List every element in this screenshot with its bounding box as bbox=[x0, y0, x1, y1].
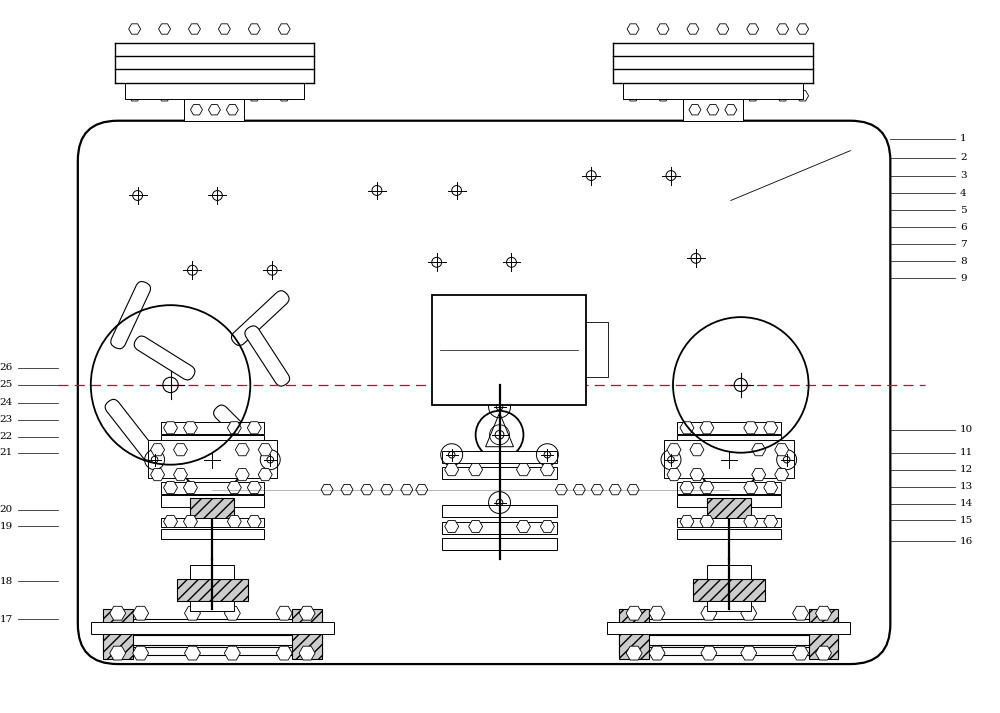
Bar bbox=[664, 440, 794, 478]
Bar bbox=[677, 435, 781, 447]
Text: 24: 24 bbox=[0, 399, 13, 407]
Text: 4: 4 bbox=[960, 189, 967, 198]
Text: 13: 13 bbox=[960, 482, 973, 491]
Text: 3: 3 bbox=[960, 171, 967, 180]
Bar bbox=[619, 609, 649, 659]
Text: 10: 10 bbox=[960, 425, 973, 434]
Text: 26: 26 bbox=[0, 364, 13, 372]
FancyBboxPatch shape bbox=[111, 282, 151, 349]
Bar bbox=[607, 622, 850, 634]
Bar bbox=[161, 422, 264, 434]
Text: 1: 1 bbox=[960, 134, 967, 143]
Bar bbox=[161, 530, 264, 540]
Bar bbox=[161, 481, 264, 493]
Bar bbox=[707, 498, 751, 520]
Bar bbox=[707, 565, 751, 580]
Bar bbox=[677, 495, 781, 506]
Bar bbox=[677, 481, 781, 493]
Bar bbox=[693, 580, 765, 601]
Text: 2: 2 bbox=[960, 153, 967, 162]
Text: 7: 7 bbox=[960, 240, 967, 249]
Bar bbox=[125, 83, 304, 99]
Bar bbox=[103, 609, 133, 659]
FancyBboxPatch shape bbox=[134, 336, 195, 380]
Bar bbox=[148, 440, 277, 478]
Bar bbox=[677, 518, 781, 528]
Bar bbox=[619, 635, 838, 645]
Bar bbox=[442, 505, 557, 516]
Bar bbox=[442, 451, 557, 463]
Bar bbox=[623, 83, 803, 99]
Bar bbox=[184, 99, 244, 120]
Bar bbox=[161, 518, 264, 528]
Text: 19: 19 bbox=[0, 522, 13, 531]
Text: 17: 17 bbox=[0, 615, 13, 624]
FancyBboxPatch shape bbox=[214, 405, 267, 458]
Bar bbox=[432, 295, 586, 405]
Bar bbox=[190, 565, 234, 580]
Bar bbox=[442, 523, 557, 535]
Bar bbox=[442, 538, 557, 550]
Text: 21: 21 bbox=[0, 448, 13, 457]
Bar bbox=[586, 322, 608, 377]
Bar bbox=[103, 635, 322, 645]
FancyBboxPatch shape bbox=[245, 326, 290, 386]
Text: 12: 12 bbox=[960, 465, 973, 474]
Text: 9: 9 bbox=[960, 274, 967, 283]
Bar bbox=[91, 622, 334, 634]
Bar bbox=[190, 498, 234, 520]
Bar bbox=[103, 647, 322, 655]
FancyBboxPatch shape bbox=[231, 291, 289, 346]
Bar bbox=[707, 601, 751, 611]
Text: 20: 20 bbox=[0, 505, 13, 514]
Bar bbox=[103, 619, 322, 633]
FancyBboxPatch shape bbox=[105, 399, 156, 461]
Bar bbox=[619, 619, 838, 633]
Text: 14: 14 bbox=[960, 499, 973, 508]
Bar bbox=[683, 99, 743, 120]
Bar bbox=[677, 530, 781, 540]
Bar bbox=[161, 435, 264, 447]
Bar bbox=[809, 609, 838, 659]
Text: 18: 18 bbox=[0, 577, 13, 586]
Bar bbox=[190, 601, 234, 611]
Text: 16: 16 bbox=[960, 537, 973, 546]
Text: 6: 6 bbox=[960, 223, 967, 232]
Text: 23: 23 bbox=[0, 415, 13, 424]
Bar bbox=[442, 467, 557, 478]
FancyBboxPatch shape bbox=[78, 120, 890, 664]
Bar bbox=[161, 495, 264, 506]
Text: 15: 15 bbox=[960, 516, 973, 525]
Text: 25: 25 bbox=[0, 381, 13, 389]
Bar bbox=[619, 647, 838, 655]
Bar bbox=[177, 580, 248, 601]
Bar bbox=[292, 609, 322, 659]
Text: 22: 22 bbox=[0, 432, 13, 441]
Text: 8: 8 bbox=[960, 257, 967, 266]
Text: 5: 5 bbox=[960, 206, 967, 215]
Bar bbox=[677, 422, 781, 434]
Text: 11: 11 bbox=[960, 448, 973, 457]
